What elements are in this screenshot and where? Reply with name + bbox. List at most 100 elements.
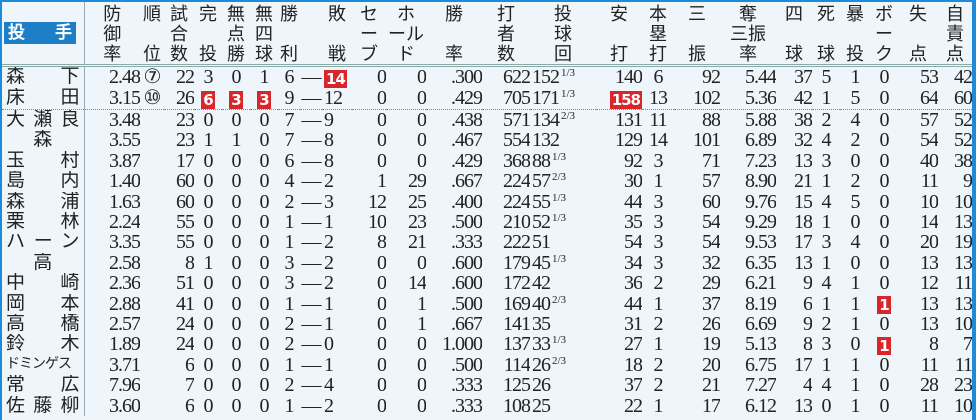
cell-value: 0 — [231, 293, 242, 315]
cell-value: 14 — [408, 273, 426, 294]
column-header-wild-pitches: 暴 投 — [840, 2, 870, 67]
cell-wins: 7 — [278, 130, 300, 150]
cell-value: 34 — [624, 252, 642, 274]
cell-k-per-9: 6.69 — [720, 314, 776, 334]
cell-walks: 15 — [776, 192, 812, 212]
cell-dash: — — [300, 232, 322, 252]
cell-value: 60 — [954, 88, 972, 110]
cell-earned-runs: 52 — [938, 130, 972, 150]
cell-value: .429 — [451, 150, 482, 172]
cell-games: 51 — [164, 273, 194, 293]
cell-value: 8 — [185, 252, 194, 274]
cell-rank — [140, 294, 164, 314]
cell-value: 18 — [624, 354, 642, 376]
league-leader-highlight: 6 — [201, 90, 215, 109]
cell-value: 54 — [624, 232, 642, 253]
cell-k-per-9: 9.29 — [720, 212, 776, 232]
cell-value: 1 — [284, 232, 295, 253]
cell-losses: 1 — [322, 314, 352, 334]
cell-hit-by-pitch: 1 — [812, 355, 840, 375]
cell-value: 705 — [503, 88, 530, 110]
cell-value: 171 — [532, 88, 560, 110]
league-leader-highlight: 3 — [229, 90, 243, 109]
cell-value: 13 — [920, 252, 938, 274]
cell-value: 64 — [920, 88, 938, 110]
cell-value: — — [301, 191, 322, 213]
cell-balks: 0 — [870, 212, 898, 232]
cell-wins: 1 — [278, 212, 300, 232]
cell-dash: — — [300, 66, 322, 89]
cell-earned-runs: 11 — [938, 355, 972, 375]
cell-runs: 12 — [898, 273, 938, 293]
cell-value: 11 — [954, 354, 972, 376]
cell-value: 5 — [821, 66, 832, 88]
cell-walks: 18 — [776, 212, 812, 232]
cell-value: 6.12 — [745, 395, 776, 417]
column-header-win-pct: 勝 率 — [426, 2, 482, 67]
cell-value: 0 — [231, 375, 242, 396]
cell-value: 0 — [203, 191, 214, 213]
cell-value: 0 — [879, 395, 890, 417]
cell-wild-pitches: 1 — [840, 314, 870, 334]
cell-batters-faced: 179 — [482, 253, 530, 273]
cell-home-runs: 11 — [642, 110, 674, 131]
cell-value: 1 — [417, 314, 426, 335]
cell-games: 23 — [164, 130, 194, 150]
cell-value: 2 — [284, 334, 295, 355]
cell-era: 3.87 — [84, 151, 140, 171]
cell-value: 8.19 — [745, 293, 776, 315]
cell-strikeouts: 26 — [674, 314, 720, 334]
cell-earned-runs: 13 — [938, 212, 972, 232]
cell-walks: 17 — [776, 232, 812, 252]
cell-runs: 14 — [898, 212, 938, 232]
cell-value: 0 — [879, 273, 890, 294]
cell-value: 3.15 — [109, 88, 140, 110]
cell-value: 0 — [259, 232, 270, 253]
cell-dash: — — [300, 355, 322, 375]
cell-home-runs: 2 — [642, 314, 674, 334]
cell-value: 0 — [203, 375, 214, 396]
cell-k-per-9: 5.88 — [720, 110, 776, 131]
cell-losses: 8 — [322, 151, 352, 171]
cell-saves: 0 — [352, 375, 386, 395]
cell-wild-pitches: 1 — [840, 294, 870, 314]
cell-hit-by-pitch: 4 — [812, 375, 840, 395]
cell-rank — [140, 192, 164, 212]
cell-k-per-9: 6.35 — [720, 253, 776, 273]
cell-value: 101 — [693, 130, 720, 151]
innings-fraction: 1/3 — [552, 191, 567, 204]
pitcher-name: 高橋 — [2, 314, 85, 335]
cell-complete-games: 0 — [194, 334, 222, 354]
cell-value: 0 — [850, 334, 861, 355]
cell-runs: 53 — [898, 66, 938, 89]
cell-dash: — — [300, 375, 322, 395]
cell-wild-pitches: 5 — [840, 192, 870, 212]
cell-value: 140 — [615, 66, 642, 88]
cell-hits: 140 — [596, 66, 642, 89]
cell-value: — — [301, 150, 322, 172]
cell-games: 6 — [164, 396, 194, 416]
cell-value: — — [301, 88, 322, 110]
cell-hit-by-pitch: 3 — [812, 334, 840, 354]
table-row: 大瀬良 3.48 23 0 0 0 7—9 0 0.438 571 134 2/3 131 11 88 5.8… — [2, 109, 972, 131]
cell-value: 6.75 — [745, 354, 776, 376]
cell-value: 13 — [954, 252, 972, 274]
cell-value: 7.23 — [745, 150, 776, 172]
cell-value: 6 — [803, 293, 812, 315]
cell-value: 44 — [624, 191, 642, 213]
cell-value: 88 — [702, 109, 720, 131]
cell-innings: 42 — [530, 273, 596, 293]
table-row: ハーン 3.35 55 0 0 0 1—2 8 21.333 222 51 54 3 54 9.53 17 3 4… — [2, 232, 972, 253]
cell-value: 55 — [176, 232, 194, 253]
cell-walks: 37 — [776, 66, 812, 89]
cell-value: 0 — [377, 109, 386, 131]
cell-value: 0 — [377, 150, 386, 172]
cell-value: 554 — [503, 130, 530, 151]
cell-home-runs: 2 — [642, 375, 674, 395]
cell-value: 1 — [850, 354, 861, 376]
cell-value: 7 — [284, 109, 295, 131]
cell-wild-pitches: 5 — [840, 88, 870, 110]
cell-wild-pitches: 2 — [840, 171, 870, 191]
cell-hits: 131 — [596, 110, 642, 131]
cell-batters-faced: 224 — [482, 171, 530, 191]
